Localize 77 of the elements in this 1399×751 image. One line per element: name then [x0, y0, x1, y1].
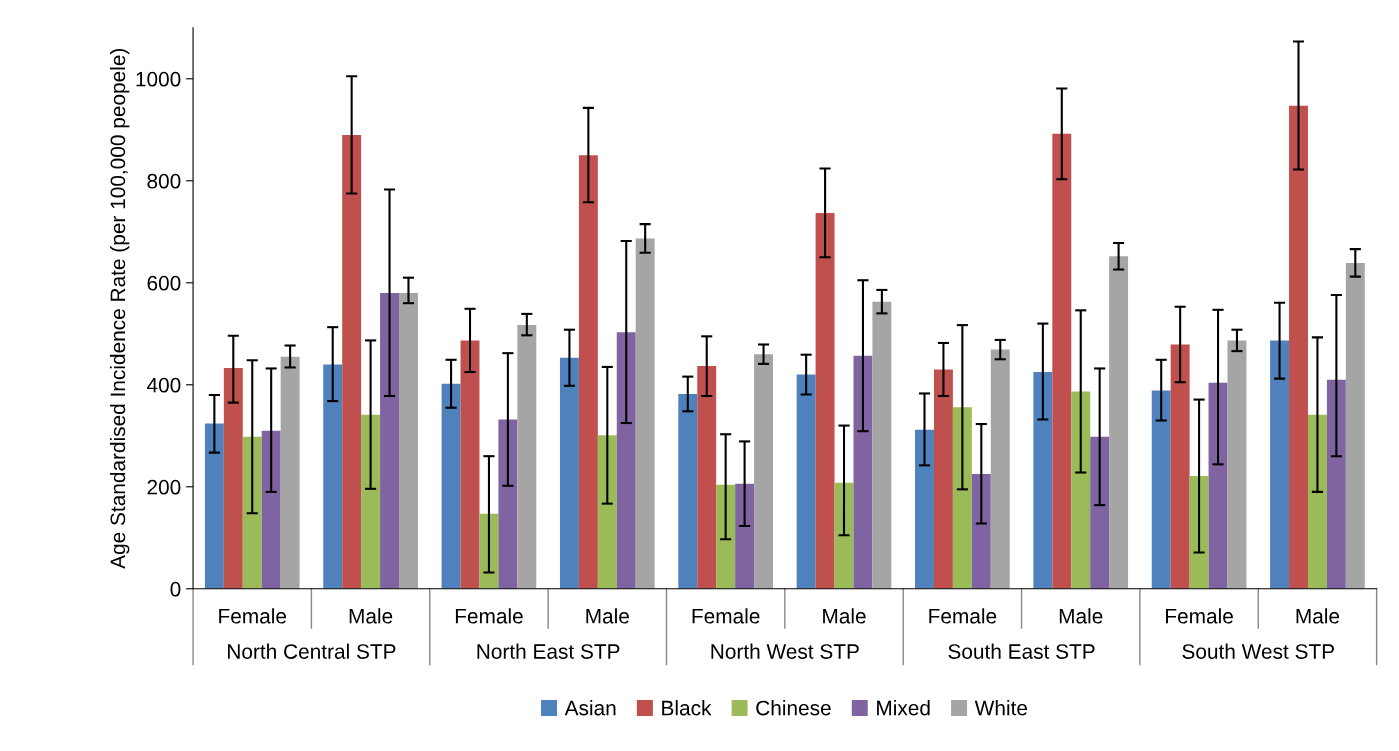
bar: [517, 325, 537, 589]
bar: [280, 356, 300, 589]
legend-label: Black: [662, 700, 712, 716]
bar: [815, 212, 835, 589]
legend-label: Asian: [564, 700, 616, 716]
bar: [597, 435, 617, 589]
bar: [853, 355, 873, 589]
y-tick-label: 1000: [136, 71, 181, 87]
text: South West STP: [1182, 643, 1334, 659]
y-axis-title: Age Standardised Incidence Rate (per 100,000 peopele): [109, 48, 130, 569]
bar: [796, 374, 816, 589]
y-tick-label: 800: [147, 173, 181, 189]
bar: [479, 513, 499, 589]
bar: [678, 393, 698, 589]
bar: [872, 301, 892, 589]
bar: [1326, 379, 1346, 589]
bar: [971, 474, 991, 589]
bar: [834, 482, 854, 589]
bar: [1033, 372, 1053, 589]
y-tick-label: 400: [146, 377, 181, 393]
x-tick-label: Female: [455, 608, 523, 624]
bar: [1289, 105, 1308, 589]
bar: [952, 407, 972, 589]
bar: [460, 340, 480, 589]
bar: [204, 423, 224, 589]
bar: [261, 430, 281, 589]
bar: [1189, 476, 1209, 589]
bar: [1208, 382, 1228, 589]
x-tick-label: Female: [692, 608, 760, 624]
text: North East STP: [477, 643, 620, 659]
x-tick-label: Female: [1166, 608, 1233, 624]
bar: [242, 436, 262, 589]
text: South East STP: [948, 643, 1095, 659]
x-tick-label: Female: [219, 608, 287, 624]
x-tick-label: Male: [349, 608, 393, 624]
bar: [1270, 340, 1290, 589]
y-tick-label: 0: [170, 581, 181, 597]
bar: [380, 292, 399, 589]
bar: [616, 332, 636, 589]
legend-label: Mixed: [877, 700, 930, 716]
bar: [1151, 390, 1171, 589]
text: North West STP: [711, 643, 859, 659]
bar: [1345, 262, 1365, 589]
bar: [1071, 391, 1091, 589]
bar: [498, 419, 518, 589]
bar: [578, 155, 598, 589]
bar: [342, 134, 362, 589]
bar: [223, 367, 243, 589]
x-tick-label: Male: [1059, 608, 1103, 624]
bar: [635, 238, 655, 589]
bar: [399, 292, 418, 589]
bar: [1109, 256, 1129, 589]
bar: [1052, 133, 1072, 589]
bar: [559, 357, 579, 589]
text: North Central STP: [228, 643, 396, 659]
legend-label: White: [974, 700, 1028, 716]
bar: [754, 354, 773, 589]
x-tick-label: Male: [586, 608, 629, 624]
y-tick-label: 600: [147, 275, 181, 291]
bar: [1227, 340, 1247, 589]
bar: [1307, 414, 1327, 589]
bar: [990, 349, 1010, 589]
x-tick-label: Female: [929, 608, 997, 624]
bar: [1170, 344, 1190, 589]
bar: [361, 414, 381, 589]
bar: [441, 383, 461, 589]
bar: [933, 369, 953, 589]
bar: [697, 365, 717, 589]
legend-label: Chinese: [756, 700, 831, 716]
x-tick-label: Male: [1296, 608, 1340, 624]
bar: [735, 483, 755, 589]
y-tick-label: 200: [147, 479, 181, 495]
bar: [716, 484, 736, 589]
bar: [1090, 436, 1110, 589]
bar: [915, 429, 934, 589]
x-tick-label: Male: [823, 608, 866, 624]
bar: [323, 364, 343, 589]
